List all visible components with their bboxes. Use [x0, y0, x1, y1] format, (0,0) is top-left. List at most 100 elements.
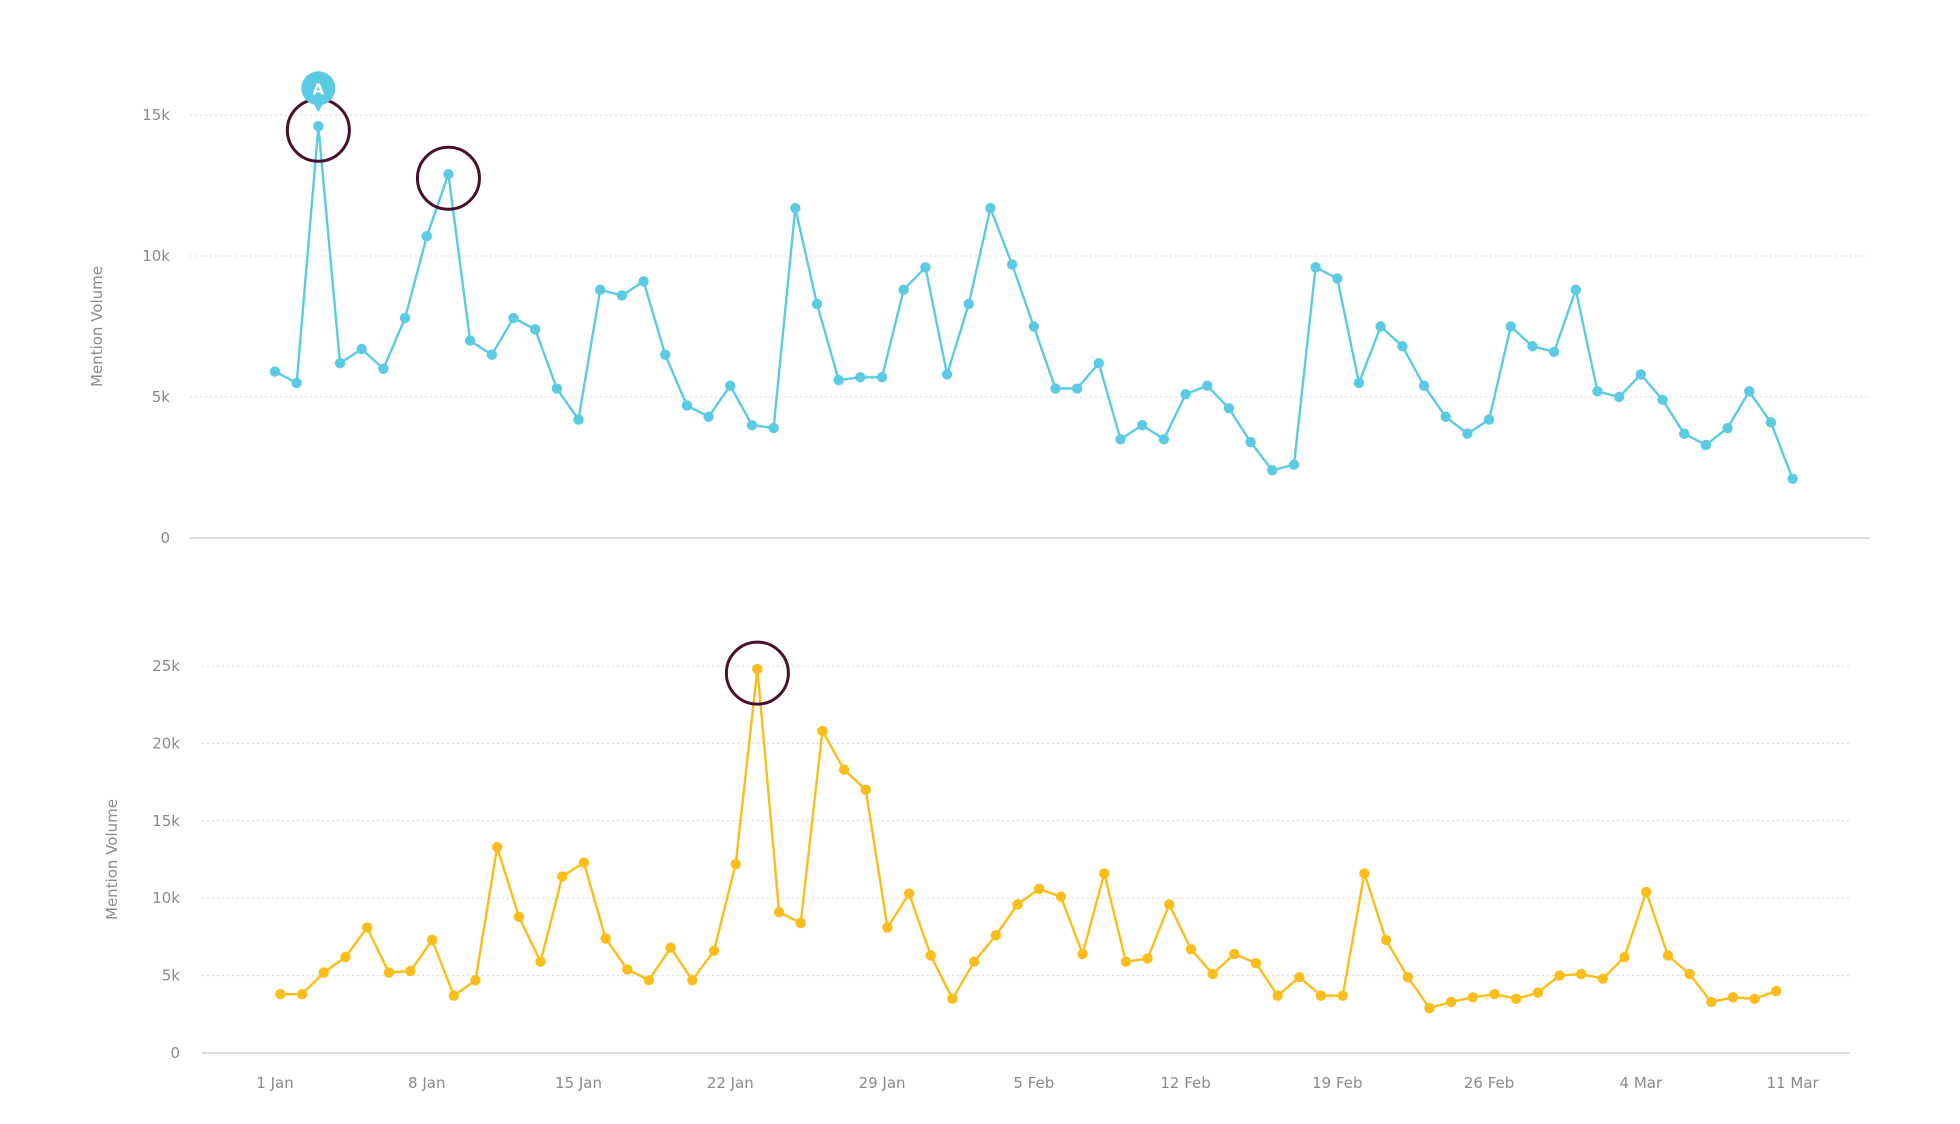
data-point [1115, 434, 1126, 445]
x-tick-label: 5 Feb [1013, 1074, 1054, 1092]
data-point [687, 975, 698, 986]
y-tick-label: 0 [160, 529, 170, 547]
data-point [1619, 951, 1630, 963]
data-point [1158, 434, 1170, 445]
y-tick-label: 5k [152, 388, 171, 406]
y-tick-label: 5k [162, 967, 181, 985]
data-point [1532, 987, 1544, 998]
data-point [1662, 950, 1674, 961]
y-axis-title: Mention Volume [88, 266, 106, 387]
chart-panel-1: 0 5k 10k 15k Mention Volume A [88, 71, 1870, 547]
data-point [464, 335, 476, 346]
data-point [1006, 259, 1018, 270]
data-point [1765, 417, 1777, 428]
data-point [378, 363, 389, 374]
data-point [1402, 971, 1413, 983]
data-point [1548, 346, 1560, 358]
x-tick-label: 26 Feb [1464, 1074, 1514, 1092]
data-point [1641, 886, 1652, 898]
data-point [1034, 883, 1045, 895]
data-point [383, 967, 395, 978]
data-point [1657, 394, 1668, 406]
data-point [725, 380, 736, 391]
data-point [405, 965, 416, 977]
data-point [1229, 948, 1240, 960]
data-point [1576, 968, 1587, 980]
data-point [708, 945, 720, 957]
data-point [1700, 439, 1712, 451]
data-point [421, 231, 432, 242]
y-tick-label: 15k [142, 106, 170, 124]
data-point [643, 975, 655, 986]
data-point [860, 784, 871, 796]
data-point [1706, 996, 1717, 1008]
data-point [1050, 383, 1061, 394]
data-point [855, 372, 866, 383]
data-point [811, 298, 823, 310]
x-tick-label: 8 Jan [408, 1074, 445, 1092]
data-point [1028, 321, 1040, 332]
data-point [1315, 990, 1327, 1001]
data-point [1055, 891, 1067, 902]
data-point [638, 276, 649, 287]
annotation-badge [301, 71, 336, 106]
data-point [1397, 341, 1408, 352]
data-point [616, 290, 628, 301]
data-point [1570, 284, 1582, 296]
data-point [1554, 970, 1565, 981]
data-point [1180, 388, 1191, 400]
highlight-circle [724, 640, 790, 706]
data-point [443, 169, 454, 180]
data-point [1597, 973, 1609, 984]
data-point [535, 956, 546, 967]
data-point [1272, 990, 1283, 1001]
y-tick-label: 25k [152, 657, 180, 675]
highlight-circle [415, 145, 481, 211]
data-point [492, 841, 503, 853]
chart-panel-2: 0 5k 10k 15k 20k 25k Mention Volume 1 Jan 8 Jan 1… [103, 640, 1850, 1092]
data-point [876, 372, 888, 383]
x-tick-label: 4 Mar [1620, 1074, 1663, 1092]
data-point [513, 911, 525, 922]
data-point [1099, 868, 1110, 879]
data-point [1592, 386, 1603, 397]
data-point [1207, 968, 1218, 980]
data-point [1462, 428, 1473, 439]
x-tick-label: 19 Feb [1312, 1074, 1362, 1092]
annotation-label: A [313, 80, 325, 98]
data-point [665, 942, 676, 953]
data-point [882, 922, 893, 933]
data-point [1424, 1002, 1435, 1014]
data-point [1202, 380, 1213, 391]
data-point [1071, 383, 1083, 394]
data-point [296, 988, 308, 1000]
data-point [334, 357, 346, 369]
data-point [1267, 465, 1278, 476]
data-point [1332, 273, 1343, 284]
data-point [795, 917, 806, 929]
data-point [730, 858, 741, 870]
data-point [1440, 411, 1451, 422]
data-point [941, 369, 953, 380]
data-point [426, 934, 438, 946]
data-point [990, 930, 1002, 941]
x-tick-label: 29 Jan [859, 1074, 906, 1092]
data-point [681, 400, 693, 411]
y-axis-title: Mention Volume [103, 799, 121, 920]
data-point [1294, 971, 1305, 983]
data-point [448, 990, 460, 1001]
data-point [1250, 958, 1262, 969]
data-point [947, 993, 958, 1005]
data-point [838, 764, 850, 775]
data-point [1077, 948, 1088, 960]
data-point [1635, 369, 1647, 380]
y-tick-label: 0 [170, 1044, 180, 1062]
x-tick-label: 11 Mar [1767, 1074, 1820, 1092]
data-point [622, 964, 633, 975]
data-point [486, 349, 497, 360]
data-point [361, 922, 373, 933]
data-point [1771, 985, 1782, 997]
data-point [963, 298, 974, 310]
